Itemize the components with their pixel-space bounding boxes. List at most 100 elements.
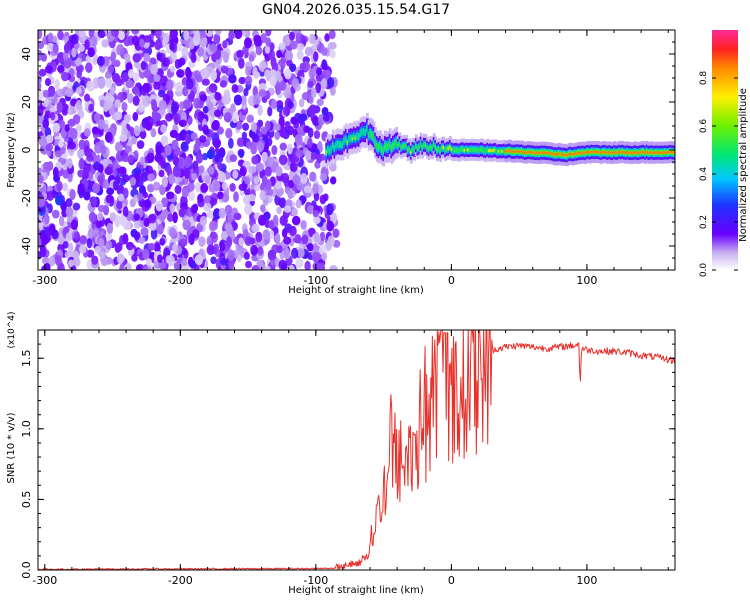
- spectrogram-signal-cell: [567, 152, 571, 156]
- spectrogram-signal-cell: [494, 147, 498, 153]
- spectrogram-cell: [137, 236, 146, 244]
- page-title: GN04.2026.035.15.54.G17: [262, 2, 450, 18]
- spectrogram-signal-cell: [336, 140, 340, 148]
- spectrogram-cell: [276, 186, 283, 198]
- spectrogram-signal-cell: [496, 148, 499, 155]
- spectrogram-signal-cell: [431, 145, 434, 151]
- spectrogram-heatmap: [38, 30, 675, 270]
- spectrogram-signal-cell: [340, 141, 343, 149]
- spectrogram-cell: [330, 212, 338, 224]
- spectrogram-cell: [177, 156, 186, 169]
- spectrogram-cell: [313, 51, 319, 62]
- spectrogram-signal-cell: [536, 151, 540, 154]
- spectrogram-signal-cell: [387, 143, 390, 151]
- spectrogram-cell: [110, 51, 116, 61]
- spectrogram-signal-cell: [463, 149, 467, 152]
- spectrogram-cell: [205, 30, 214, 38]
- spectrogram-cell: [150, 128, 157, 138]
- spectrogram-cell: [217, 171, 227, 183]
- spectrogram-cell: [224, 222, 233, 232]
- spectrogram-ytick-label: 0: [20, 147, 33, 154]
- snr-xtick-label: -100: [303, 574, 328, 587]
- spectrogram-cell: [300, 172, 308, 185]
- spectrogram-cell: [97, 30, 106, 39]
- spectrogram-signal-cell: [570, 153, 574, 156]
- spectrogram-cell: [161, 197, 168, 208]
- spectrogram-signal-cell: [592, 150, 595, 154]
- spectrogram-signal-cell: [577, 151, 581, 155]
- spectrogram-cell: [91, 196, 98, 207]
- spectrogram-cell: [301, 234, 309, 245]
- spectrogram-signal-cell: [440, 145, 444, 151]
- spectrogram-cell: [97, 55, 105, 67]
- spectrogram-signal-cell: [623, 151, 626, 154]
- spectrogram-cell: [328, 30, 336, 40]
- spectrogram-signal-cell: [392, 142, 395, 150]
- spectrogram-cell: [249, 165, 257, 174]
- spectrogram-cell: [310, 114, 319, 123]
- spectrogram-signal-cell: [553, 153, 556, 156]
- spectrogram-cell: [330, 176, 337, 185]
- spectrogram-signal-cell: [603, 150, 607, 154]
- spectrogram-signal-cell: [562, 153, 566, 156]
- spectrogram-signal-cell: [588, 151, 592, 154]
- colorbar-tick-label: 0.6: [699, 119, 709, 134]
- spectrogram-cell: [296, 50, 304, 60]
- spectrogram-signal-cell: [346, 141, 350, 145]
- spectrogram-cell: [267, 156, 274, 167]
- spectrogram-cell: [225, 127, 233, 139]
- spectrogram-cell: [275, 181, 282, 190]
- spectrogram-cell: [238, 150, 245, 159]
- spectrogram-cell: [169, 129, 178, 139]
- spectrogram-cell: [316, 98, 324, 106]
- spectrogram-signal-cell: [429, 144, 433, 150]
- spectrogram-cell: [252, 66, 258, 78]
- spectrogram-signal-cell: [556, 153, 560, 156]
- spectrogram-cell: [287, 143, 293, 155]
- spectrogram-cell: [217, 191, 224, 200]
- spectrogram-cell: [116, 253, 125, 264]
- spectrogram-cell: [295, 199, 302, 209]
- spectrogram-cell: [270, 56, 277, 68]
- spectrogram-cell: [199, 215, 208, 227]
- spectrogram-cell: [239, 166, 247, 177]
- spectrogram-cell: [214, 154, 220, 163]
- spectrogram-signal-cell: [424, 142, 428, 148]
- spectrogram-cell: [242, 194, 251, 205]
- spectrogram-cell: [199, 135, 207, 143]
- spectrogram-signal-cell: [468, 147, 472, 153]
- spectrogram-signal-cell: [632, 151, 636, 154]
- spectrogram-cell: [41, 235, 49, 246]
- spectrogram-cell: [214, 109, 222, 118]
- snr-ytick-label: 0.0: [20, 561, 33, 579]
- spectrogram-signal-cell: [627, 151, 631, 154]
- spectrogram-cell: [48, 86, 56, 97]
- spectrogram-cell: [220, 65, 229, 74]
- spectrogram-cell: [67, 259, 74, 268]
- spectrogram-cell: [153, 81, 161, 90]
- spectrogram-signal-cell: [385, 143, 389, 151]
- spectrogram-cell: [228, 30, 235, 41]
- spectrogram-cell: [193, 143, 200, 153]
- spectrogram-cell: [172, 165, 182, 178]
- spectrogram-signal-cell: [357, 133, 361, 141]
- spectrogram-cell: [100, 257, 109, 267]
- spectrogram-signal-cell: [354, 136, 358, 140]
- spectrogram-cell: [65, 88, 74, 97]
- spectrogram-cell: [231, 111, 239, 124]
- spectrogram-signal-cell: [450, 148, 454, 151]
- spectrogram-signal-cell: [435, 147, 439, 153]
- snr-ticks: -300 -200 -100 0 100 0.0 0.5 1.0 1.5: [20, 330, 675, 587]
- spectrogram-cell: [327, 235, 335, 247]
- spectrogram-signal-cell: [502, 148, 506, 154]
- spectrogram-cell: [86, 154, 94, 162]
- spectrogram-cell: [264, 69, 271, 79]
- spectrogram-cell: [244, 176, 251, 185]
- spectrogram-cell: [312, 183, 319, 194]
- spectrogram-cell: [86, 80, 95, 92]
- spectrogram-cell: [316, 67, 323, 76]
- spectrogram-cell: [122, 206, 129, 218]
- spectrogram-cell: [245, 66, 252, 77]
- spectrogram-cell: [92, 77, 100, 89]
- spectrogram-cell: [241, 30, 247, 36]
